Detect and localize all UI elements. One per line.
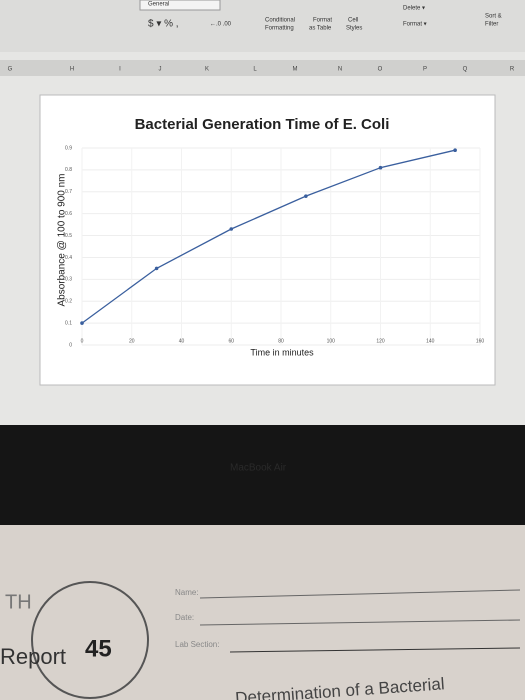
format-table[interactable]: as Table (309, 26, 332, 32)
sort[interactable]: Filter (485, 22, 498, 28)
x-tick-label: 0 (81, 338, 84, 344)
x-tick-label: 80 (278, 338, 284, 344)
point (154, 266, 159, 271)
number-format: General (148, 2, 169, 8)
rule (199, 619, 521, 626)
y-tick-label: 0.7 (65, 189, 72, 195)
rule (199, 589, 521, 599)
cell-styles[interactable]: Cell (348, 18, 358, 24)
date-label: Date: (175, 613, 194, 622)
decimals[interactable]: ←.0 .00 (210, 22, 232, 28)
point (453, 148, 457, 152)
point (378, 165, 383, 170)
circle (31, 581, 149, 699)
report: Report (0, 644, 66, 669)
column-label: O (378, 67, 383, 73)
y-axis-label: Absorbance @ 100 to 900 nm (57, 173, 68, 306)
y-tick-label: 0.1 (65, 320, 72, 326)
x-tick-label: 40 (179, 338, 185, 344)
initials: TH (5, 591, 32, 613)
column-label: R (510, 67, 515, 73)
chart-title: Bacterial Generation Time of E. Coli (135, 116, 390, 133)
column-label: P (423, 67, 427, 73)
format[interactable]: Format ▾ (403, 22, 427, 28)
report-number: 45 (85, 635, 112, 662)
conditional[interactable]: Conditional (265, 18, 295, 24)
point (229, 227, 234, 231)
bezel (0, 425, 525, 525)
x-tick-label: 60 (228, 338, 234, 344)
column-label: N (338, 67, 342, 73)
column-label: L (253, 67, 257, 73)
point (80, 321, 84, 325)
y-tick-label: 0.5 (65, 233, 72, 239)
name-label: Name: (175, 588, 199, 597)
column-label: J (159, 67, 162, 73)
column-label: K (205, 67, 209, 73)
x-tick-label: 160 (476, 338, 485, 344)
cell-styles[interactable]: Styles (346, 26, 362, 32)
column-label: I (119, 67, 121, 73)
x-axis-label: Time in minutes (250, 347, 314, 357)
y-tick-label: 0.9 (65, 145, 72, 151)
chart-area (39, 94, 496, 386)
x-tick-label: 140 (426, 338, 435, 344)
column-label: M (293, 67, 298, 73)
point (304, 194, 308, 198)
bezel-text: MacBook Air (230, 463, 287, 474)
ribbon (0, 0, 525, 52)
delete[interactable]: Delete ▾ (403, 6, 425, 12)
series-line (81, 149, 456, 324)
format-box (139, 0, 221, 11)
column-label: G (8, 67, 13, 73)
y-tick-label: 0 (69, 342, 72, 348)
column-label: Q (463, 67, 468, 73)
y-tick-label: 0.6 (65, 211, 72, 217)
number-buttons[interactable]: $ ▾ % , (148, 19, 179, 30)
y-tick-label: 0.8 (65, 167, 72, 173)
rule (229, 647, 521, 653)
x-tick-label: 120 (376, 338, 385, 344)
x-tick-label: 20 (129, 338, 135, 344)
column-header (0, 60, 525, 76)
column-label: H (70, 67, 74, 73)
y-tick-label: 0.2 (65, 299, 72, 305)
sort[interactable]: Sort & (485, 14, 502, 20)
format-table[interactable]: Format (313, 18, 332, 24)
y-tick-label: 0.4 (65, 255, 72, 261)
paper (0, 525, 525, 700)
y-tick-label: 0.3 (65, 277, 72, 283)
section-label: Lab Section: (175, 640, 219, 649)
x-tick-label: 100 (327, 338, 336, 344)
conditional[interactable]: Formatting (265, 26, 294, 32)
